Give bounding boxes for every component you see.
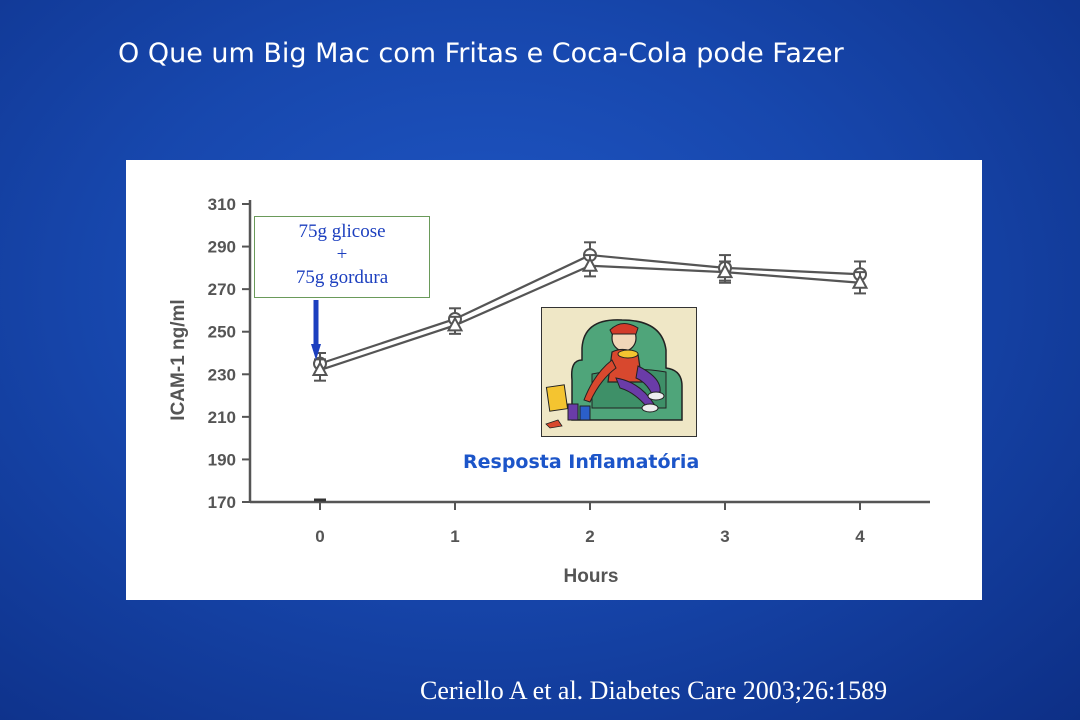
data-point-triangle [851,273,869,289]
callout-line-fat: 75g gordura [295,267,389,288]
x-tick-label: 4 [855,527,865,546]
data-point-triangle [446,316,464,332]
x-tick-label: 2 [585,527,594,546]
x-tick-label: 0 [315,527,324,546]
y-tick-label: 270 [208,280,236,299]
y-axis-title: ICAM-1 ng/ml [168,299,189,420]
x-tick-label: 1 [450,527,459,546]
icam-line-chart: 170 190 210 230 250 270 290 310 0 1 2 3 4 ICAM-1 ng/… [168,195,930,587]
callout-line-glucose: 75g glicose [298,221,386,242]
y-tick-label: 190 [208,450,236,469]
y-tick-label: 230 [208,365,236,384]
meal-callout: 75g glicose + 75g gordura [254,216,430,298]
slide-title: O Que um Big Mac com Fritas e Coca-Cola … [118,38,844,69]
x-tick-label: 3 [720,527,729,546]
meal-arrow-icon [311,300,321,360]
chart-ticks: 170 190 210 230 250 270 290 310 0 1 2 3 4 [208,195,866,546]
couch-potato-illustration [541,307,697,437]
data-point-triangle [716,263,734,279]
y-tick-label: 290 [208,238,236,257]
citation: Ceriello A et al. Diabetes Care 2003;26:… [420,676,888,705]
y-tick-label: 210 [208,408,236,427]
chart-series [311,241,869,502]
y-tick-label: 170 [208,493,236,512]
inflammatory-response-label: Resposta Inflamatória [463,451,700,473]
data-point-triangle [311,360,329,377]
y-tick-label: 310 [208,195,236,214]
x-axis-title: Hours [564,566,619,587]
y-tick-label: 250 [208,323,236,342]
data-point-triangle [581,256,599,272]
callout-line-plus: + [336,244,348,265]
